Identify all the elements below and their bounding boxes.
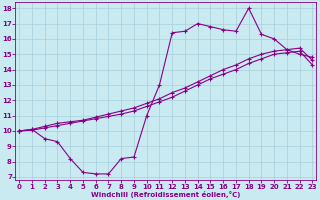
X-axis label: Windchill (Refroidissement éolien,°C): Windchill (Refroidissement éolien,°C)	[91, 191, 241, 198]
